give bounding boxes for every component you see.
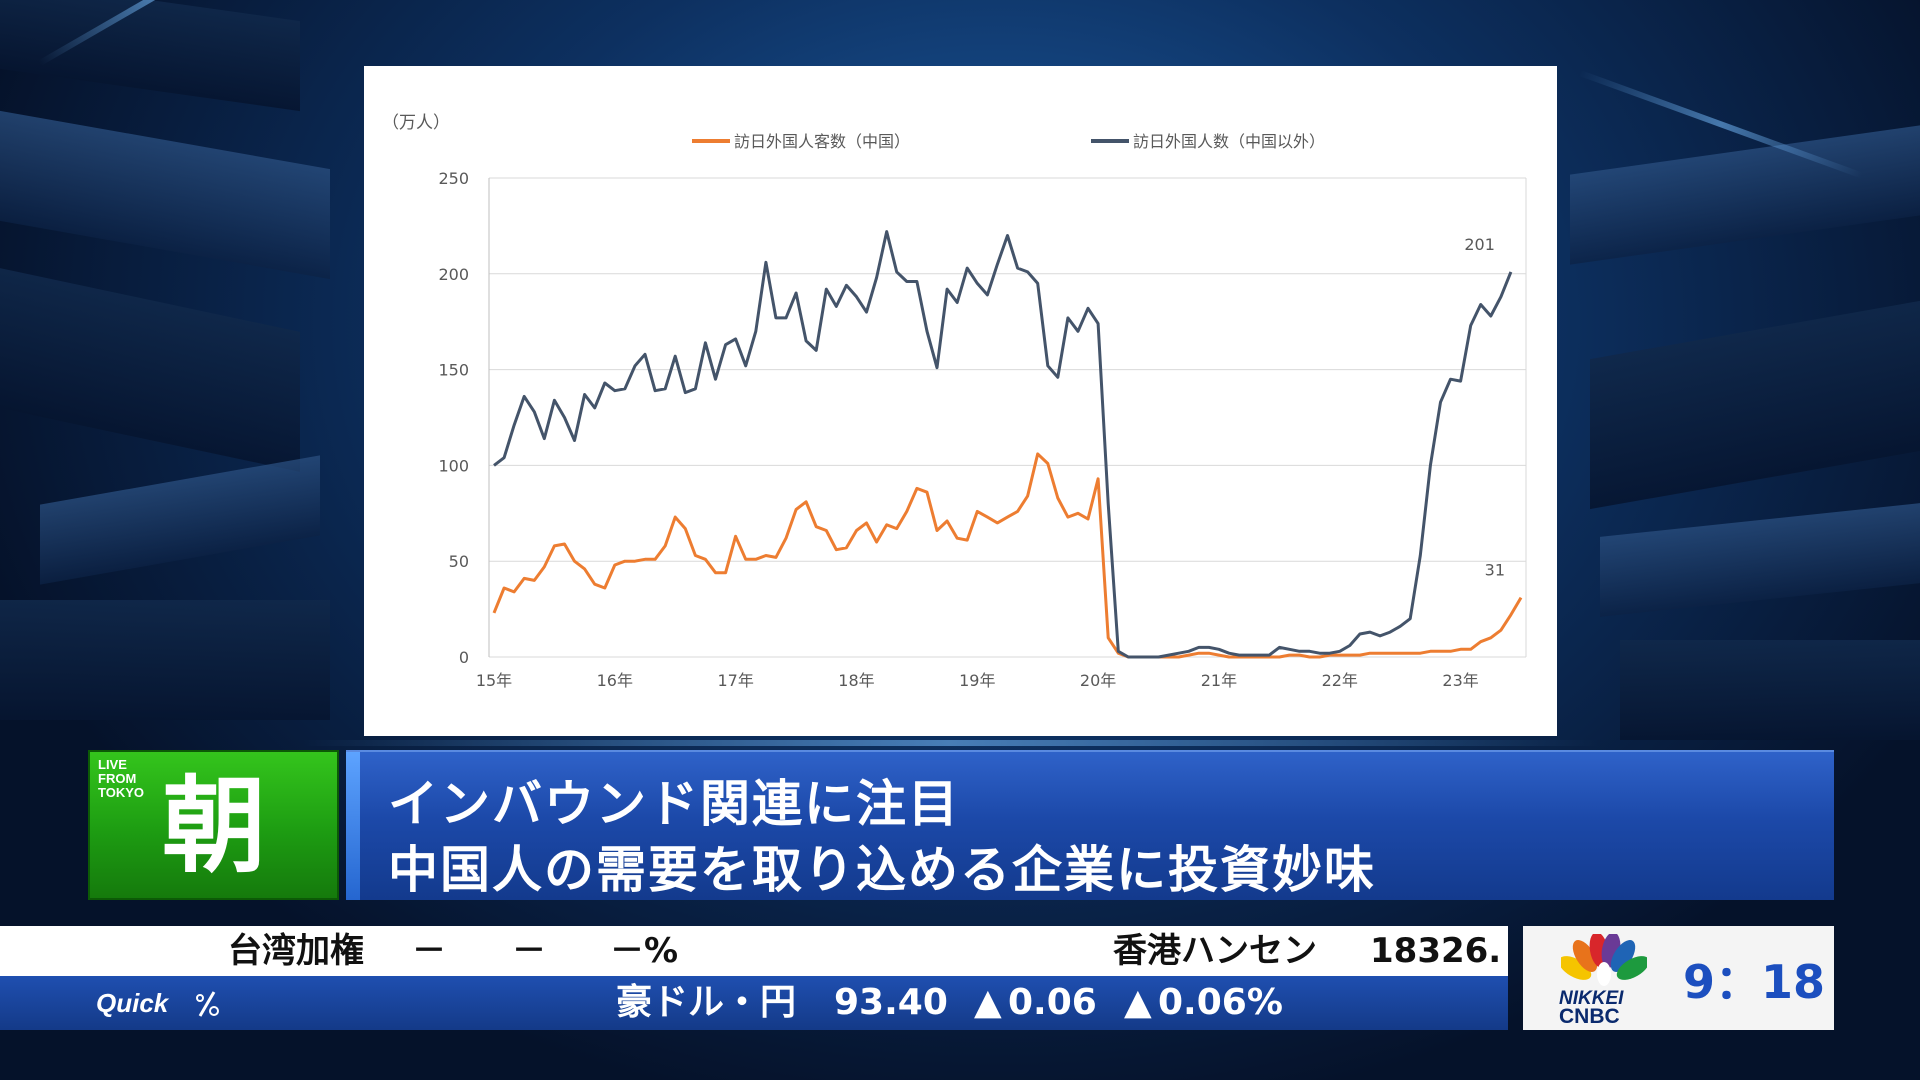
end-labels: 31 201 — [1464, 235, 1505, 580]
peacock-logo-icon — [1561, 934, 1647, 986]
chart-panel: （万人） 訪日外国人客数（中国） 訪日外国人数（中国以外） 250 200 150 1… — [364, 66, 1557, 736]
ticker-item-value: 18326. — [1370, 931, 1502, 971]
y-tick-label: 0 — [459, 648, 469, 667]
ticker-item-change: － — [512, 931, 546, 971]
legend-label-china: 訪日外国人客数（中国） — [734, 132, 910, 151]
live-from-tokyo-label: LIVE FROM TOKYO — [98, 757, 144, 800]
market-ticker-bottom: Quick 豪ドル・円 93.40 ▲ 0.06 ▲ 0.06% — [0, 976, 1508, 1030]
headline-accent — [346, 752, 360, 900]
show-badge: LIVE FROM TOKYO 朝 — [88, 750, 339, 900]
ticker-change: 0.06 — [1008, 982, 1097, 1023]
y-tick-label: 50 — [449, 552, 469, 571]
headline-line-2: 中国人の需要を取り込める企業に投資妙味 — [388, 841, 1376, 899]
x-axis-ticks: 15年 16年 17年 18年 19年 20年 21年 22年 23年 — [476, 671, 1479, 690]
slash-percent-icon — [196, 991, 219, 1017]
up-triangle-icon: ▲ — [1124, 982, 1152, 1023]
brand-name: NIKKEI CNBC — [1559, 988, 1624, 1028]
series-line-1 — [493, 230, 1513, 659]
ticker-pair: 豪ドル・円 — [616, 982, 797, 1023]
x-tick-label: 16年 — [597, 671, 633, 690]
brand-name-line-1: NIKKEI — [1559, 988, 1624, 1009]
ticker-change-pct: 0.06% — [1158, 982, 1283, 1023]
show-logo-kanji: 朝 — [162, 765, 267, 887]
x-tick-label: 22年 — [1322, 671, 1358, 690]
clock-time: 9：18 — [1683, 955, 1826, 1009]
ticker-rate: 93.40 — [834, 982, 948, 1023]
x-tick-label: 17年 — [717, 671, 753, 690]
series-line-0 — [492, 452, 1523, 659]
ticker-item-value: － — [412, 931, 446, 971]
series-lines — [492, 230, 1523, 659]
x-tick-label: 20年 — [1080, 671, 1116, 690]
ticker-item-pct: －% — [610, 931, 679, 971]
ticker-item-name: 台湾加権 — [228, 931, 364, 971]
y-tick-label: 150 — [438, 361, 469, 380]
y-axis-ticks: 250 200 150 100 50 0 — [438, 169, 469, 667]
y-tick-label: 200 — [438, 265, 469, 284]
x-tick-label: 18年 — [838, 671, 874, 690]
y-tick-label: 100 — [438, 456, 469, 475]
gridlines — [488, 177, 1527, 658]
market-ticker-top: 台湾加権 － － －% 香港ハンセン 18326. — [0, 926, 1508, 976]
legend-label-other: 訪日外国人数（中国以外） — [1133, 132, 1325, 151]
x-tick-label: 15年 — [476, 671, 512, 690]
brand-name-line-2: CNBC — [1559, 1005, 1620, 1028]
headline-bar: インバウンド関連に注目 中国人の需要を取り込める企業に投資妙味 — [346, 750, 1834, 900]
legend: 訪日外国人客数（中国） 訪日外国人数（中国以外） — [692, 132, 1325, 151]
x-tick-label: 19年 — [959, 671, 995, 690]
line-chart: （万人） 訪日外国人客数（中国） 訪日外国人数（中国以外） 250 200 150 1… — [382, 113, 1527, 690]
x-tick-label: 23年 — [1442, 671, 1478, 690]
headline-line-1: インバウンド関連に注目 — [388, 775, 960, 833]
end-value-label: 31 — [1485, 561, 1505, 580]
brand-box: NIKKEI CNBC 9：18 — [1523, 926, 1834, 1030]
y-tick-label: 250 — [438, 169, 469, 188]
up-triangle-icon: ▲ — [974, 982, 1002, 1023]
quick-logo: Quick — [96, 988, 169, 1018]
ticker-item-name: 香港ハンセン — [1113, 931, 1317, 971]
end-value-label: 201 — [1464, 235, 1495, 254]
unit-label: （万人） — [382, 113, 450, 133]
x-tick-label: 21年 — [1201, 671, 1237, 690]
